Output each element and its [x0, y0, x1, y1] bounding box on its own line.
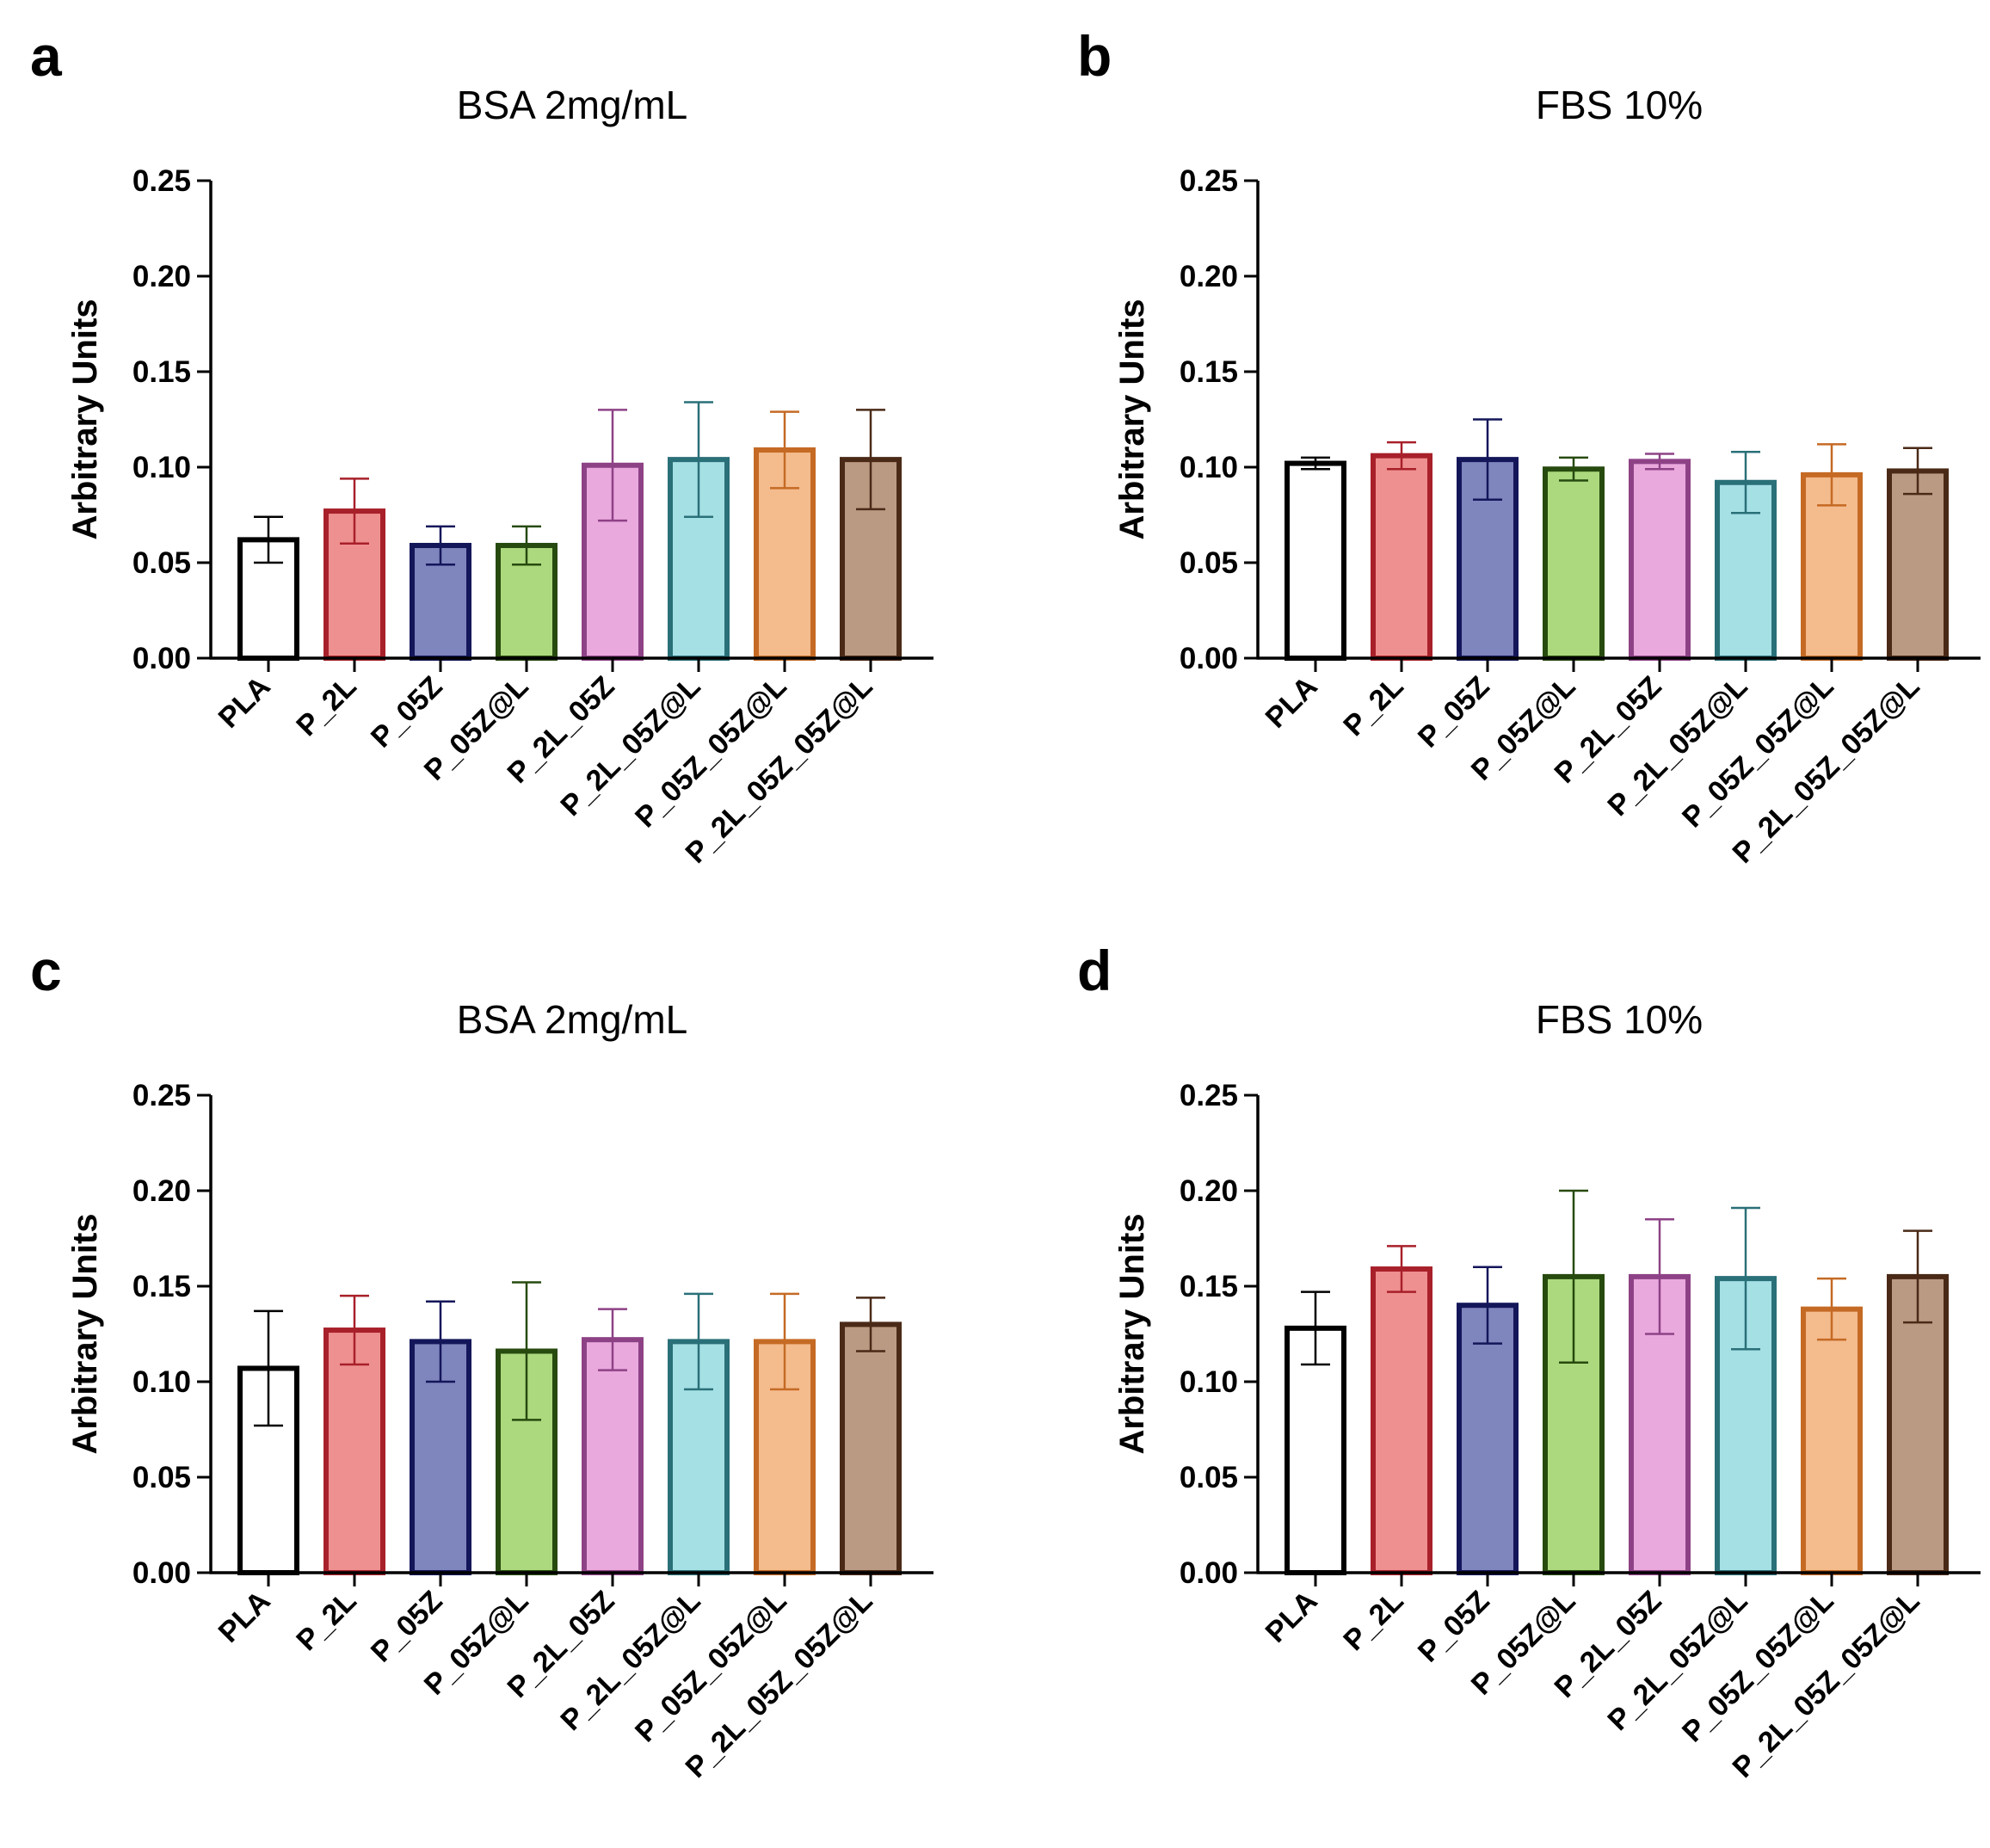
- bar-P_2L_05Z_05Z@L: [840, 1321, 902, 1576]
- y-tick-label: 0.20: [132, 1174, 191, 1208]
- y-tick-label: 0.20: [1180, 1174, 1238, 1208]
- x-tick-label: P_05Z_05Z@L: [1676, 1585, 1840, 1749]
- y-axis-label: Arbitrary Units: [66, 299, 104, 539]
- y-tick-label: 0.05: [1180, 1461, 1238, 1494]
- panel-letter: b: [1077, 24, 1112, 88]
- y-axis-label: Arbitrary Units: [1113, 1213, 1151, 1454]
- panel-letter: c: [30, 939, 62, 1002]
- bar-P_2L_05Z: [1629, 1273, 1691, 1576]
- y-tick-label: 0.25: [1180, 164, 1238, 198]
- bar-P_05Z: [1457, 1303, 1519, 1575]
- y-tick-label: 0.00: [132, 642, 191, 675]
- y-tick-label: 0.15: [132, 355, 191, 389]
- chart-title: FBS 10%: [1536, 83, 1703, 127]
- chart-panel-c: c BSA 2mg/mL Arbitrary Units 0.00 0.05 0.10 0.…: [30, 939, 933, 1784]
- bar-P_2L: [1371, 453, 1432, 661]
- chart-panel-a: a BSA 2mg/mL Arbitrary Units 0.00 0.05 0.10 0.…: [30, 24, 933, 870]
- panel-letter: a: [30, 24, 63, 88]
- y-tick-label: 0.05: [1180, 546, 1238, 580]
- y-tick-label: 0.00: [1180, 642, 1238, 675]
- y-tick-label: 0.10: [132, 451, 191, 484]
- bar-P_05Z_05Z@L: [1801, 1306, 1863, 1575]
- y-tick-label: 0.10: [132, 1365, 191, 1399]
- y-tick-label: 0.25: [132, 164, 191, 198]
- bar-P_2L: [323, 1327, 385, 1576]
- y-tick-label: 0.20: [1180, 260, 1238, 293]
- bar-P_2L: [1371, 1266, 1432, 1576]
- x-tick-label: PLA: [213, 1585, 277, 1649]
- y-tick-label: 0.25: [1180, 1079, 1238, 1112]
- x-tick-label: PLA: [213, 670, 277, 735]
- y-tick-label: 0.15: [1180, 355, 1238, 389]
- bar-P_05Z@L: [1543, 466, 1605, 661]
- bar-P_2L_05Z: [1629, 459, 1691, 662]
- chart-title: BSA 2mg/mL: [457, 83, 687, 127]
- y-tick-label: 0.20: [132, 260, 191, 293]
- x-tick-label: PLA: [1260, 1585, 1324, 1649]
- y-axis-label: Arbitrary Units: [1113, 299, 1151, 539]
- y-tick-label: 0.15: [1180, 1270, 1238, 1303]
- x-tick-label: P_05Z: [365, 1585, 449, 1669]
- y-tick-label: 0.00: [1180, 1556, 1238, 1590]
- x-tick-label: P_05Z_05Z@L: [629, 670, 793, 835]
- bar-P_05Z_05Z@L: [754, 1339, 816, 1575]
- chart-panel-b: b FBS 10% Arbitrary Units 0.00 0.05 0.10 0.15 0…: [1077, 24, 1981, 870]
- chart-panel-d: d FBS 10% Arbitrary Units 0.00 0.05 0.10 0.15 0…: [1077, 939, 1981, 1784]
- x-tick-label: P_05Z: [365, 670, 449, 755]
- panel-letter: d: [1077, 939, 1112, 1002]
- y-tick-label: 0.05: [132, 1461, 191, 1494]
- bar-PLA: [1285, 460, 1346, 661]
- x-tick-label: P_2L: [1337, 670, 1409, 742]
- x-tick-label: PLA: [1260, 670, 1324, 735]
- y-tick-label: 0.05: [132, 546, 191, 580]
- y-tick-label: 0.15: [132, 1270, 191, 1303]
- bar-P_2L_05Z_05Z@L: [1887, 468, 1949, 661]
- x-tick-label: P_2L: [290, 1585, 362, 1657]
- x-tick-label: P_2L: [290, 670, 362, 742]
- x-tick-label: P_2L: [1337, 1585, 1409, 1657]
- bar-P_2L_05Z: [582, 1337, 644, 1576]
- chart-title: FBS 10%: [1536, 997, 1703, 1042]
- y-tick-label: 0.25: [132, 1079, 191, 1112]
- y-tick-label: 0.10: [1180, 1365, 1238, 1399]
- y-tick-label: 0.10: [1180, 451, 1238, 484]
- y-tick-label: 0.00: [132, 1556, 191, 1590]
- chart-title: BSA 2mg/mL: [457, 997, 687, 1042]
- y-axis-label: Arbitrary Units: [66, 1213, 104, 1454]
- x-tick-label: P_05Z_05Z@L: [629, 1585, 793, 1749]
- x-tick-label: P_05Z_05Z@L: [1676, 670, 1840, 835]
- x-tick-label: P_05Z: [1412, 670, 1496, 755]
- x-tick-label: P_05Z: [1412, 1585, 1496, 1669]
